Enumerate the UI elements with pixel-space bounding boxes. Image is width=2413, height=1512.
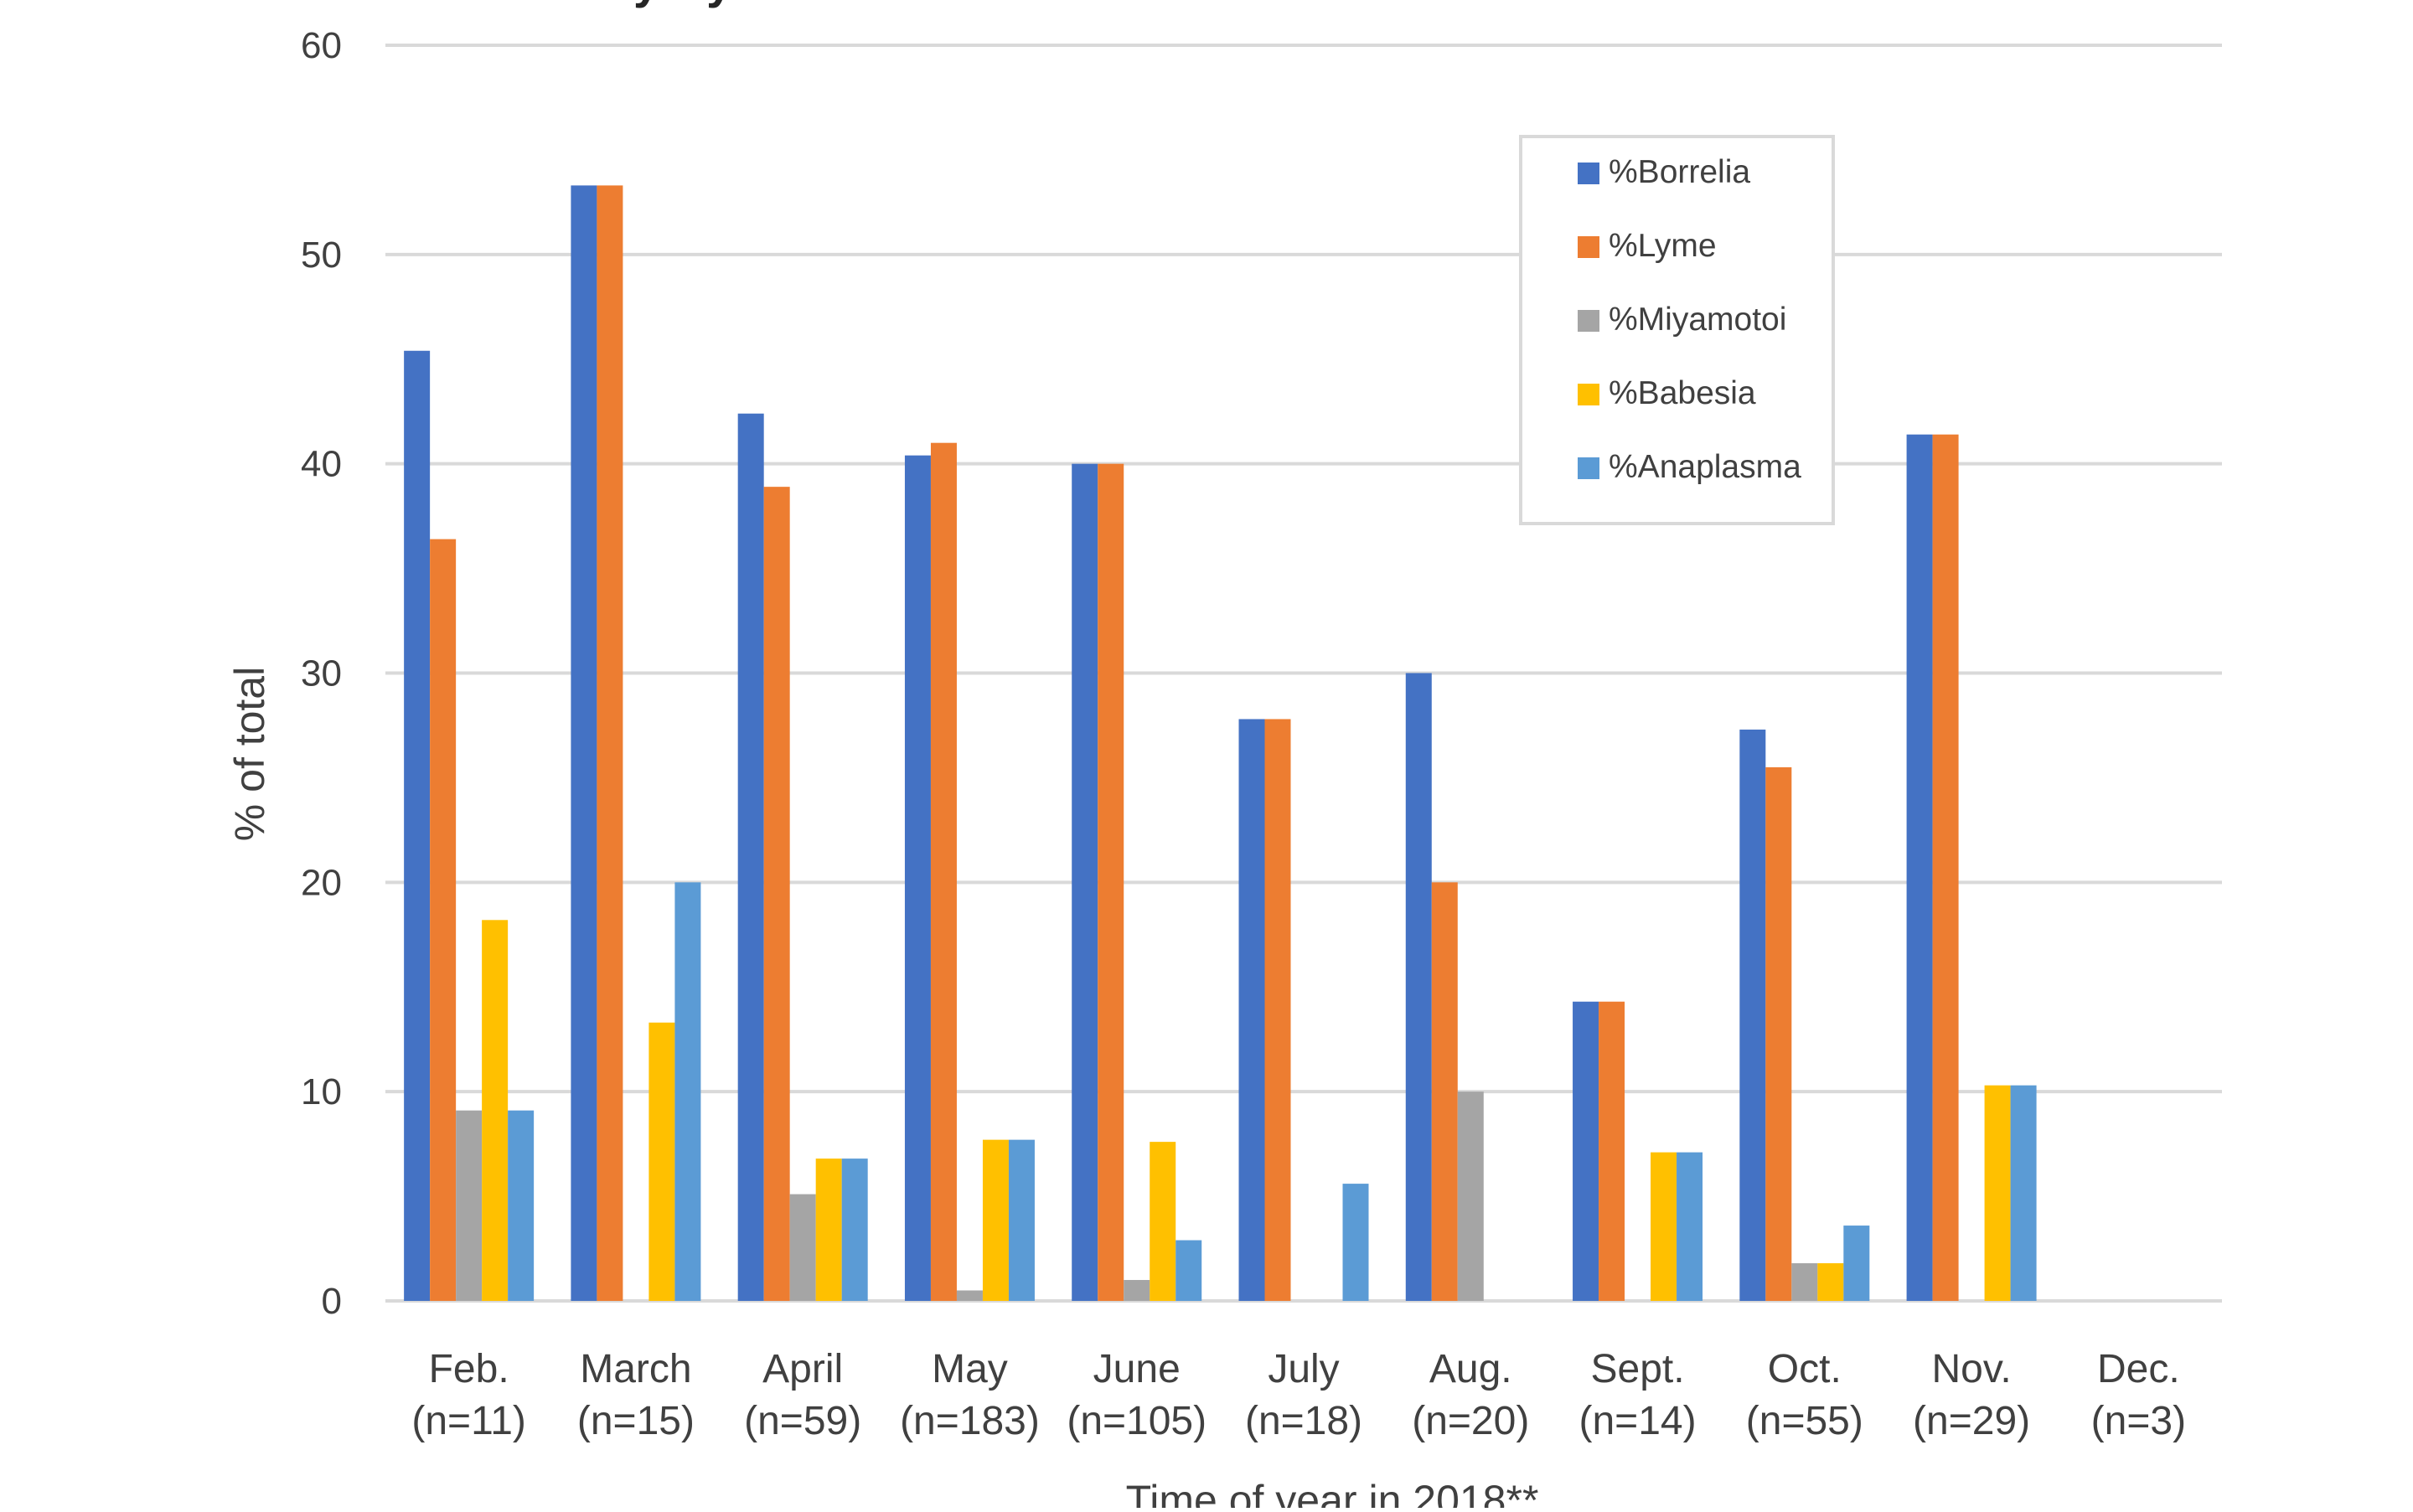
x-tick-month: March [580,1347,691,1391]
x-tick-count: (n=183) [900,1399,1040,1443]
x-tick-count: (n=15) [577,1399,695,1443]
y-tick-label: 40 [301,444,342,485]
x-tick-month: Feb. [429,1347,509,1391]
bar-babesia [982,1139,1009,1301]
bar-babesia [648,1022,675,1301]
bar-babesia [1150,1142,1176,1301]
bar-lyme [1431,882,1458,1301]
x-tick-count: (n=20) [1412,1399,1529,1443]
y-axis-title: % of total [226,667,273,841]
x-tick-month: June [1093,1347,1181,1391]
x-tick-month: Nov. [1932,1347,2012,1391]
bar-miyamotoi [1124,1280,1150,1301]
bar-anaplasma [1843,1226,1870,1301]
bar-miyamotoi [789,1194,816,1301]
chart-title-fragment: …y…y… [586,0,779,8]
legend-swatch [1578,236,1599,258]
x-tick-count: (n=29) [1913,1399,2030,1443]
bar-borrelia [1739,729,1766,1301]
legend-swatch [1578,457,1599,479]
x-tick-month: Aug. [1429,1347,1512,1391]
bar-anaplasma [674,882,701,1301]
bar-babesia [815,1159,842,1301]
y-tick-label: 30 [301,653,342,694]
bar-lyme [930,442,957,1301]
legend-label: %Anaplasma [1609,449,1801,485]
legend-box [1519,135,1835,525]
y-tick-label: 60 [301,25,342,66]
y-tick-label: 50 [301,235,342,276]
x-tick-count: (n=105) [1067,1399,1206,1443]
x-tick-month: Oct. [1768,1347,1842,1391]
bar-miyamotoi [456,1110,483,1301]
bar-borrelia [1573,1001,1599,1301]
bar-borrelia [737,413,764,1301]
bar-borrelia [1906,434,1933,1302]
bar-miyamotoi [1791,1263,1818,1301]
x-tick-month: July [1268,1347,1339,1391]
bar-anaplasma [1677,1152,1703,1301]
x-tick-count: (n=59) [744,1399,861,1443]
bar-anaplasma [841,1159,868,1301]
bar-lyme [763,487,790,1301]
legend: %Borrelia %Lyme %Miyamotoi %Babesia %Anaplas… [1519,135,1835,525]
x-tick-month: April [762,1347,843,1391]
legend-label: %Lyme [1609,228,1717,264]
legend-swatch [1578,163,1599,184]
bar-borrelia [571,185,597,1302]
bar-lyme [1932,434,1959,1302]
bar-lyme [1765,766,1792,1301]
bar-anaplasma [1008,1139,1035,1301]
y-tick-label: 20 [301,862,342,903]
bar-anaplasma [1342,1184,1369,1301]
bar-borrelia [1072,463,1098,1301]
x-tick-month: Dec. [2097,1347,2180,1391]
bar-lyme [1098,463,1124,1301]
y-tick-label: 0 [322,1281,342,1322]
x-tick-count: (n=3) [2091,1399,2186,1443]
bar-lyme [1264,719,1291,1301]
bar-babesia [1651,1152,1677,1301]
bar-anaplasma [508,1110,535,1301]
bar-borrelia [1238,719,1265,1301]
legend-swatch [1578,384,1599,405]
x-axis-title: Time of year in 2018** [1126,1477,1539,1508]
legend-swatch [1578,310,1599,332]
bar-babesia [1984,1085,2011,1301]
bar-miyamotoi [1457,1091,1484,1301]
bar-borrelia [904,455,931,1301]
bar-miyamotoi [956,1290,983,1301]
legend-label: %Borrelia [1609,154,1750,190]
legend-label: %Miyamotoi [1609,302,1786,338]
bar-lyme [1599,1001,1625,1301]
bar-lyme [597,185,623,1302]
bar-borrelia [404,350,431,1302]
bar-borrelia [1405,673,1432,1301]
bar-babesia [482,920,509,1301]
bar-lyme [430,539,457,1301]
bar-babesia [1817,1263,1844,1301]
x-tick-month: May [932,1347,1008,1391]
x-tick-count: (n=55) [1746,1399,1863,1443]
x-tick-count: (n=18) [1245,1399,1362,1443]
legend-label: %Babesia [1609,375,1756,411]
bar-anaplasma [2010,1085,2037,1301]
x-tick-count: (n=14) [1579,1399,1696,1443]
bar-anaplasma [1175,1240,1202,1301]
x-tick-month: Sept. [1591,1347,1685,1391]
y-tick-label: 10 [301,1071,342,1112]
x-axis-categories: Feb. (n=11) March (n=15) April (n=59) May (n=18… [411,1347,2186,1443]
x-tick-count: (n=11) [411,1399,526,1443]
y-axis-ticks: 0 10 20 30 40 50 60 [301,25,342,1322]
bars [404,185,2037,1302]
